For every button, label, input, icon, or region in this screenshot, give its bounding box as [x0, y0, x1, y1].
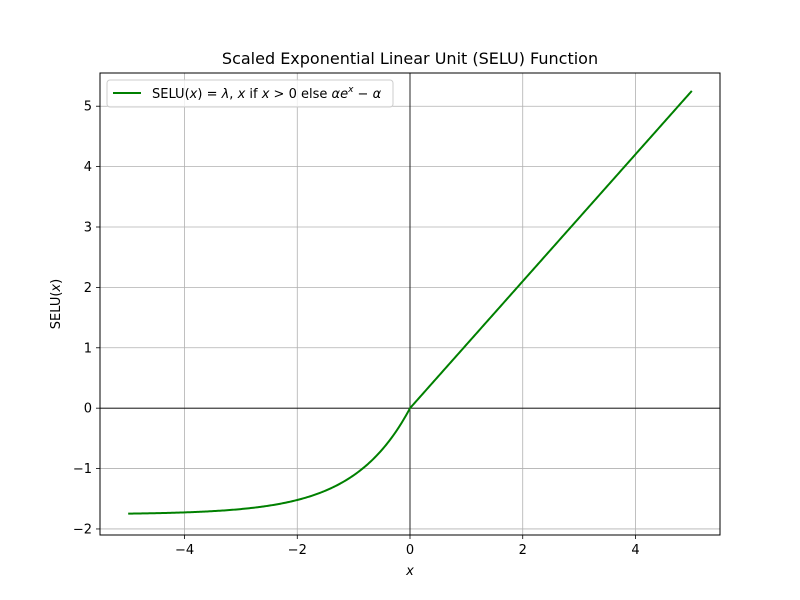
- y-tick-label: −1: [73, 462, 92, 477]
- x-tick-label: 0: [406, 543, 414, 558]
- selu-series-line: [128, 90, 693, 515]
- y-tick-label: 4: [84, 160, 92, 175]
- series-layer: [128, 90, 693, 515]
- legend-label-lambda: λ: [221, 87, 230, 102]
- legend-label-alpha-2: α: [373, 87, 382, 102]
- legend-label-minus: −: [353, 87, 372, 102]
- chart-title: Scaled Exponential Linear Unit (SELU) Fu…: [222, 49, 598, 68]
- legend-label-eq: ) =: [197, 87, 221, 102]
- y-axis-label-var: x: [49, 284, 64, 293]
- x-tick-label: −4: [175, 543, 194, 558]
- legend-label-cond-var-2: x: [261, 87, 270, 102]
- y-tick-label: −2: [73, 522, 92, 537]
- x-tick-label: −2: [288, 543, 307, 558]
- y-tick-label: 3: [84, 221, 92, 236]
- y-axis-label: SELU(x): [49, 279, 64, 329]
- legend-label-cond: > 0 else: [269, 87, 331, 102]
- tick-layer: −4 −2 0 2 4 −2 −1 0 1 2 3 4 5: [73, 100, 640, 558]
- y-tick-label: 5: [84, 100, 92, 115]
- legend-label-prefix: SELU(: [152, 87, 190, 102]
- x-tick-label: 4: [631, 543, 639, 558]
- y-tick-label: 0: [84, 402, 92, 417]
- x-tick-label: 2: [519, 543, 527, 558]
- legend-box: [106, 79, 394, 108]
- legend-label-var: x: [189, 87, 198, 102]
- legend-label-sup: x: [347, 85, 354, 95]
- x-axis-label: x: [405, 564, 414, 579]
- y-axis-label-suffix: ): [49, 279, 64, 284]
- legend-label-comma: ,: [229, 87, 237, 102]
- y-tick-label: 1: [84, 341, 92, 356]
- legend: SELU(x) = λ, x if x > 0 else αex − α: [106, 79, 394, 108]
- y-tick-label: 2: [84, 281, 92, 296]
- y-axis-label-prefix: SELU(: [49, 292, 64, 330]
- legend-label: SELU(x) = λ, x if x > 0 else αex − α: [152, 85, 382, 102]
- legend-label-e: e: [340, 87, 348, 102]
- legend-label-cond-var: x: [237, 87, 246, 102]
- legend-label-alpha: α: [332, 87, 341, 102]
- legend-label-if: if: [245, 87, 261, 102]
